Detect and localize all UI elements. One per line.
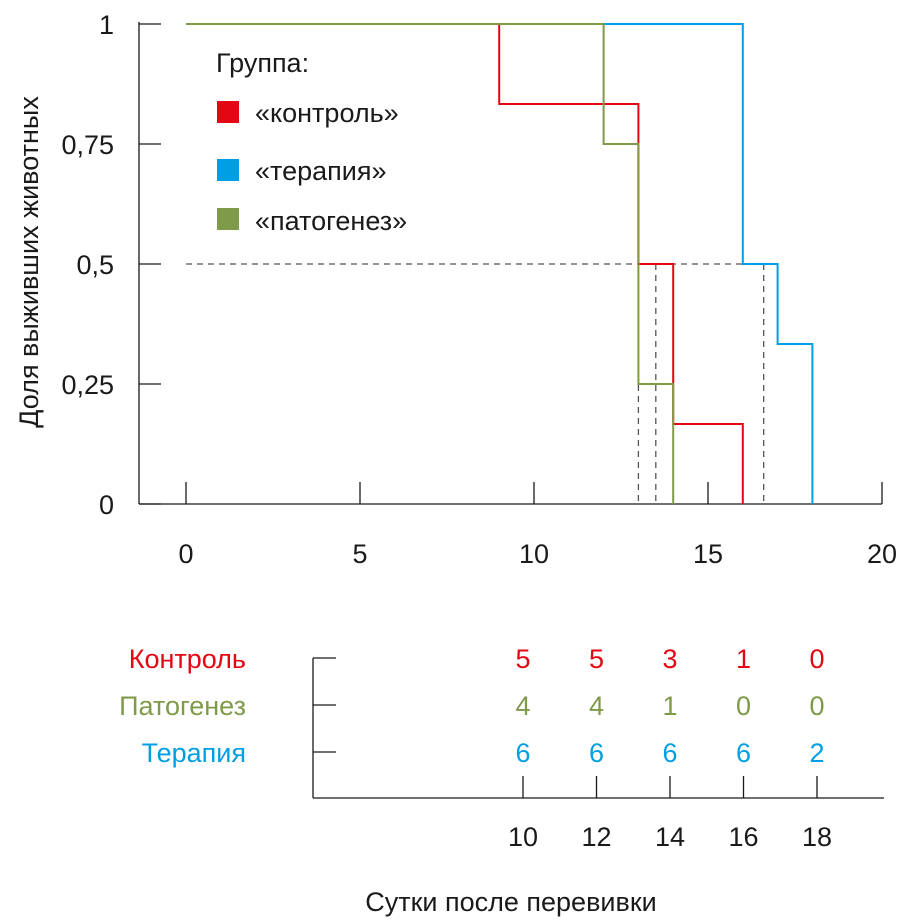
risk-row-label: Патогенез [119,691,246,721]
x-ticks: 0 5 10 15 20 [178,482,897,569]
risk-table-rows: Контроль 5 5 3 1 0 Патогенез 4 4 1 0 0 Терапия 6 6 6 6 2 [119,644,824,768]
y-tick-label: 0,75 [61,130,114,160]
risk-value: 2 [809,738,824,768]
series-therapy-curve [186,23,814,504]
legend-label-therapy: «терапия» [255,156,386,186]
risk-value: 5 [515,644,530,674]
risk-table [312,657,884,799]
x-tick-label: 10 [519,539,549,569]
risk-x-tick-label: 16 [728,822,758,852]
risk-x-tick-label: 18 [802,822,832,852]
y-tick-label: 0 [99,490,114,520]
risk-value: 6 [736,738,751,768]
median-reference-lines [186,263,765,504]
risk-value: 6 [515,738,530,768]
series-pathogenesis-curve [186,23,675,504]
y-tick-label: 1 [99,10,114,40]
risk-value: 6 [589,738,604,768]
survival-curves [186,23,814,504]
x-tick-label: 5 [352,539,367,569]
risk-row-label: Контроль [129,644,246,674]
risk-value: 0 [809,691,824,721]
y-tick-label: 0,25 [61,370,114,400]
x-tick-label: 15 [693,539,723,569]
legend-label-pathogenesis: «патогенез» [255,206,407,236]
risk-value: 0 [809,644,824,674]
risk-value: 4 [589,691,604,721]
risk-value: 1 [736,644,751,674]
risk-table-x-ticks: 10 12 14 16 18 [508,776,832,852]
y-tick-label: 0,5 [76,250,114,280]
risk-value: 3 [662,644,677,674]
risk-value: 5 [589,644,604,674]
main-plot-axes [138,22,882,505]
risk-row-label: Терапия [142,738,246,768]
risk-value: 1 [662,691,677,721]
y-axis-title: Доля выживших животных [14,96,44,428]
risk-value: 6 [662,738,677,768]
x-tick-label: 20 [867,539,897,569]
legend-swatch-therapy [217,159,239,181]
risk-x-tick-label: 14 [655,822,685,852]
risk-value: 0 [736,691,751,721]
legend: Группа: «контроль» «терапия» «патогенез» [216,48,407,236]
x-axis-title: Сутки после перевивки [365,887,657,917]
risk-x-tick-label: 12 [581,822,611,852]
y-ticks: 0 0,25 0,5 0,75 1 [61,10,161,520]
legend-swatch-control [217,101,239,123]
x-tick-label: 0 [178,539,193,569]
risk-value: 4 [515,691,530,721]
legend-title: Группа: [216,48,309,78]
legend-label-control: «контроль» [255,98,399,128]
legend-swatch-pathogenesis [217,208,239,230]
risk-x-tick-label: 10 [508,822,538,852]
